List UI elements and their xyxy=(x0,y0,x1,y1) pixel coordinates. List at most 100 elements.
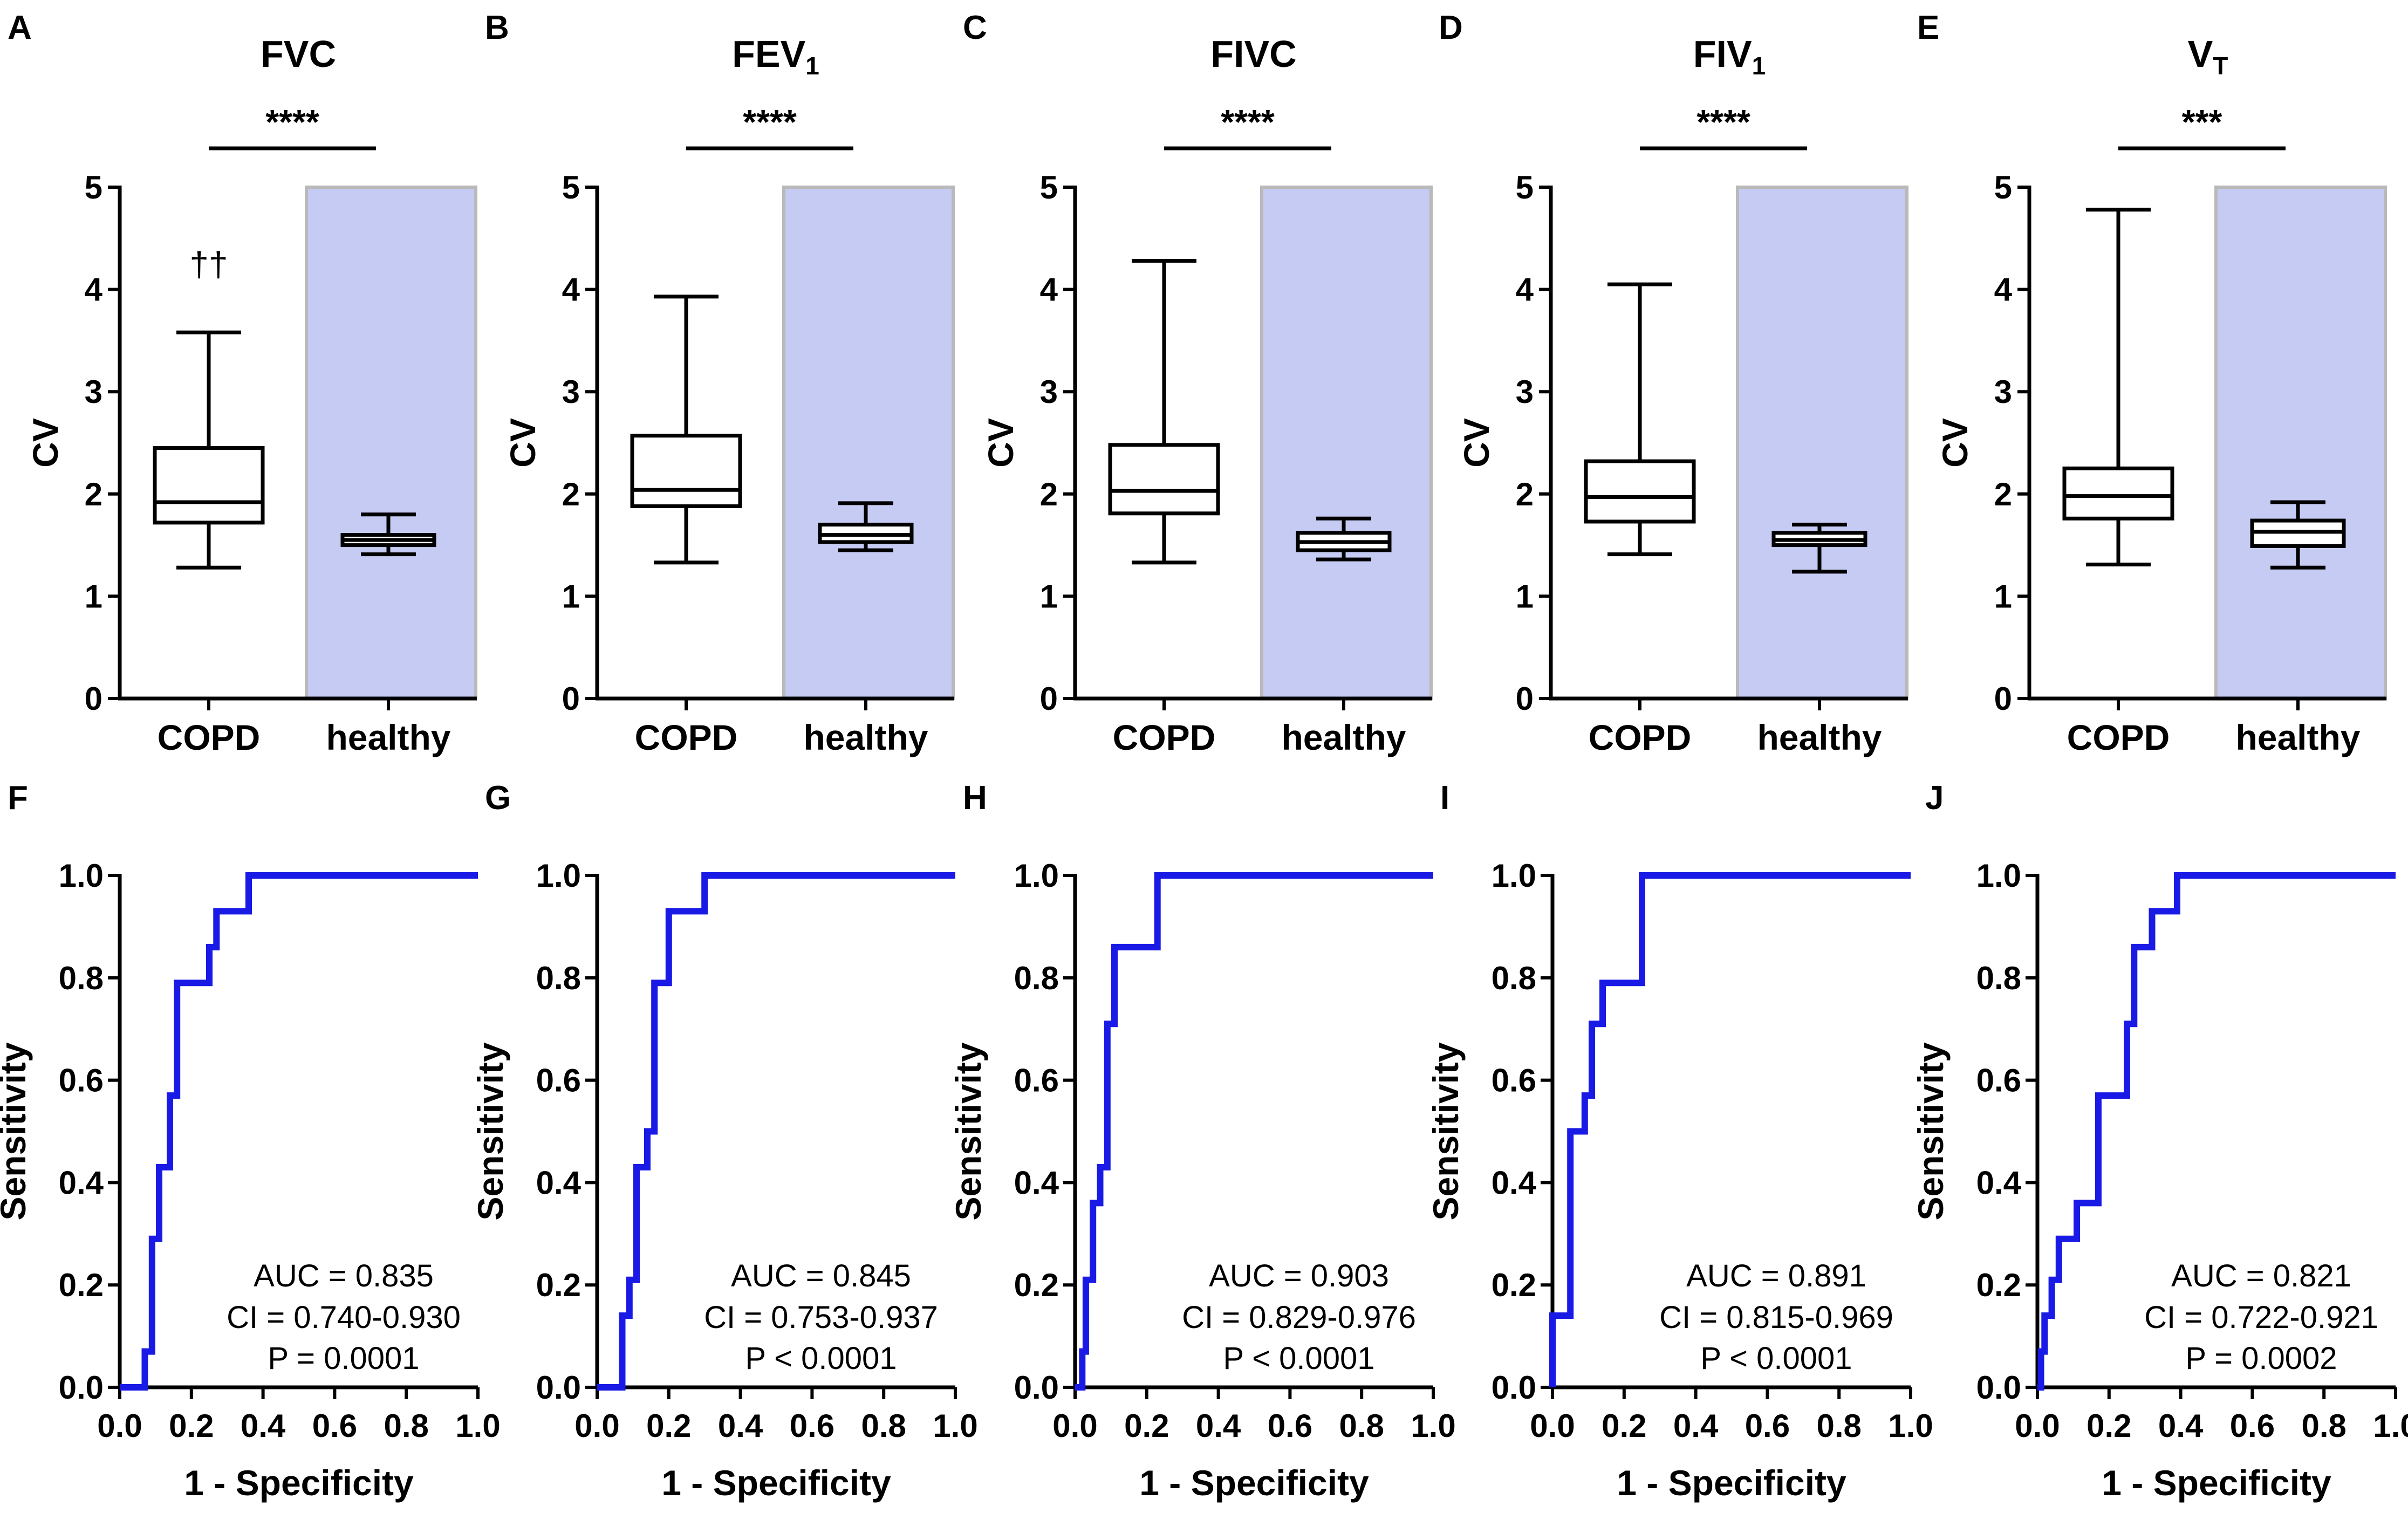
roc-x-tick-label-h-2: 0.4 xyxy=(1196,1408,1241,1444)
panel-title-b: FEV1 xyxy=(732,33,819,80)
y-tick-label-b-1: 1 xyxy=(562,578,580,614)
roc-curve-i xyxy=(1549,872,1911,1387)
category-label-a-0: COPD xyxy=(158,717,261,757)
roc-x-tick-label-f-2: 0.4 xyxy=(241,1408,286,1444)
panel-title-e: VT xyxy=(2188,33,2228,80)
p-value-label-j: P = 0.0002 xyxy=(2185,1341,2337,1376)
roc-x-tick-label-f-1: 0.2 xyxy=(169,1408,214,1444)
roc-x-tick-label-g-2: 0.4 xyxy=(718,1408,763,1444)
significance-stars-a: **** xyxy=(265,102,319,141)
panel-title-d: FIV1 xyxy=(1693,33,1766,80)
roc-y-tick-label-g-4: 0.8 xyxy=(536,960,581,996)
roc-x-axis-title-h: 1 - Specificity xyxy=(1139,1463,1369,1503)
category-label-c-0: COPD xyxy=(1113,717,1216,757)
roc-y-tick-label-h-5: 1.0 xyxy=(1014,858,1059,894)
roc-x-tick-label-i-4: 0.8 xyxy=(1816,1408,1861,1444)
roc-x-tick-label-j-3: 0.6 xyxy=(2230,1408,2275,1444)
y-tick-label-d-0: 0 xyxy=(1516,681,1534,717)
roc-x-tick-label-h-5: 1.0 xyxy=(1411,1408,1455,1444)
roc-y-tick-label-h-4: 0.8 xyxy=(1014,960,1059,996)
annotation-a: †† xyxy=(189,245,228,284)
roc-y-axis-title-f: Sensitivity xyxy=(0,1042,33,1220)
roc-y-tick-label-h-3: 0.6 xyxy=(1014,1063,1059,1099)
roc-y-tick-label-j-0: 0.0 xyxy=(1976,1370,2021,1406)
healthy-shade-e xyxy=(2214,186,2387,700)
p-value-label-f: P = 0.0001 xyxy=(268,1341,419,1376)
panel-letter-f: F xyxy=(8,779,28,817)
ci-label-g: CI = 0.753-0.937 xyxy=(704,1300,938,1335)
y-tick-label-e-5: 5 xyxy=(1994,169,2012,206)
panel-letter-b: B xyxy=(485,9,509,46)
roc-y-tick-label-h-2: 0.4 xyxy=(1014,1165,1059,1201)
y-tick-label-d-1: 1 xyxy=(1516,578,1534,614)
auc-label-g: AUC = 0.845 xyxy=(731,1258,911,1293)
panel-letter-g: G xyxy=(485,779,511,817)
roc-x-tick-label-f-4: 0.8 xyxy=(384,1408,428,1444)
y-tick-label-e-1: 1 xyxy=(1994,578,2012,614)
roc-x-tick-label-h-0: 0.0 xyxy=(1052,1408,1097,1444)
roc-y-tick-label-i-2: 0.4 xyxy=(1492,1165,1537,1201)
roc-x-tick-label-j-2: 0.4 xyxy=(2158,1408,2204,1444)
roc-x-tick-label-g-1: 0.2 xyxy=(646,1408,691,1444)
panel-letter-j: J xyxy=(1925,779,1944,817)
roc-x-tick-label-g-3: 0.6 xyxy=(790,1408,834,1444)
y-tick-label-a-0: 0 xyxy=(85,681,102,717)
y-tick-label-e-0: 0 xyxy=(1994,681,2012,717)
box-e-copd xyxy=(2062,466,2174,521)
y-tick-label-d-3: 3 xyxy=(1516,374,1534,410)
ci-label-h: CI = 0.829-0.976 xyxy=(1182,1300,1416,1335)
healthy-shade-b xyxy=(782,186,955,700)
roc-y-tick-label-h-0: 0.0 xyxy=(1014,1370,1059,1406)
roc-x-tick-label-f-0: 0.0 xyxy=(97,1408,142,1444)
roc-x-axis-title-f: 1 - Specificity xyxy=(184,1463,414,1503)
y-axis-title-c: CV xyxy=(981,418,1021,468)
significance-stars-d: **** xyxy=(1696,102,1750,141)
p-value-label-g: P < 0.0001 xyxy=(745,1341,897,1376)
y-tick-label-c-5: 5 xyxy=(1040,169,1058,206)
roc-x-tick-label-h-4: 0.8 xyxy=(1339,1408,1384,1444)
roc-x-tick-label-i-0: 0.0 xyxy=(1530,1408,1575,1444)
y-tick-label-c-3: 3 xyxy=(1040,374,1058,410)
healthy-shade-c xyxy=(1260,186,1433,700)
roc-x-tick-label-j-1: 0.2 xyxy=(2087,1408,2131,1444)
y-tick-label-d-2: 2 xyxy=(1516,476,1534,512)
roc-curve-j xyxy=(2037,872,2396,1391)
roc-x-tick-label-i-5: 1.0 xyxy=(1888,1408,1933,1444)
significance-stars-e: *** xyxy=(2182,102,2222,141)
y-tick-label-b-0: 0 xyxy=(562,681,580,717)
y-tick-label-c-4: 4 xyxy=(1040,272,1058,308)
p-value-label-i: P < 0.0001 xyxy=(1700,1341,1852,1376)
roc-x-tick-label-g-4: 0.8 xyxy=(861,1408,906,1444)
roc-y-tick-label-f-5: 1.0 xyxy=(59,858,104,894)
roc-y-axis-title-j: Sensitivity xyxy=(1911,1042,1951,1220)
y-tick-label-c-2: 2 xyxy=(1040,476,1058,512)
panel-letter-h: H xyxy=(963,779,987,817)
y-tick-label-b-5: 5 xyxy=(562,169,580,206)
roc-x-tick-label-f-3: 0.6 xyxy=(312,1408,357,1444)
box-b-copd xyxy=(630,434,742,509)
roc-x-tick-label-i-2: 0.4 xyxy=(1673,1408,1719,1444)
roc-x-tick-label-h-1: 0.2 xyxy=(1124,1408,1169,1444)
roc-y-tick-label-f-3: 0.6 xyxy=(59,1063,104,1099)
roc-curve-h xyxy=(1075,872,1433,1391)
roc-y-tick-label-f-0: 0.0 xyxy=(59,1370,104,1406)
roc-x-tick-label-g-5: 1.0 xyxy=(933,1408,977,1444)
y-tick-label-c-0: 0 xyxy=(1040,681,1058,717)
ci-label-f: CI = 0.740-0.930 xyxy=(227,1300,461,1335)
category-label-d-1: healthy xyxy=(1757,717,1882,757)
category-label-b-1: healthy xyxy=(803,717,928,757)
roc-y-tick-label-i-4: 0.8 xyxy=(1492,960,1536,996)
roc-x-tick-label-j-4: 0.8 xyxy=(2301,1408,2346,1444)
roc-x-tick-label-i-3: 0.6 xyxy=(1745,1408,1790,1444)
box-d-copd xyxy=(1584,459,1696,524)
y-axis-title-d: CV xyxy=(1456,418,1496,468)
category-label-e-1: healthy xyxy=(2235,717,2360,757)
y-tick-label-d-5: 5 xyxy=(1516,169,1534,206)
roc-y-tick-label-j-2: 0.4 xyxy=(1976,1165,2022,1201)
roc-y-axis-title-g: Sensitivity xyxy=(470,1042,510,1220)
panel-title-c: FIVC xyxy=(1210,33,1296,75)
y-tick-label-a-5: 5 xyxy=(85,169,102,206)
panel-letter-c: C xyxy=(963,9,987,46)
category-label-a-1: healthy xyxy=(326,717,450,757)
